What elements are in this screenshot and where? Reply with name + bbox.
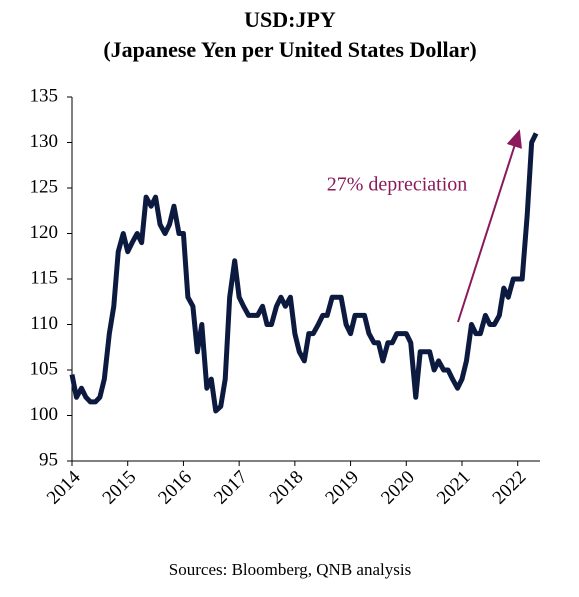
y-tick-label: 115 <box>30 267 58 288</box>
y-tick-label: 120 <box>30 222 59 243</box>
x-tick-label: 2021 <box>433 467 475 509</box>
y-tick-label: 95 <box>39 449 58 470</box>
source-note: Sources: Bloomberg, QNB analysis <box>169 560 411 579</box>
y-tick-label: 100 <box>30 404 59 425</box>
chart-title: USD:JPY <box>244 7 336 32</box>
y-tick-label: 110 <box>30 313 58 334</box>
x-tick-label: 2014 <box>43 466 85 508</box>
x-tick-label: 2016 <box>154 467 196 509</box>
y-tick-label: 105 <box>30 358 59 379</box>
x-tick-label: 2019 <box>321 467 363 509</box>
y-tick-label: 125 <box>30 176 59 197</box>
annotation-arrow <box>457 129 522 323</box>
y-tick-label: 130 <box>30 131 59 152</box>
price-line <box>69 132 539 414</box>
y-tick-label: 135 <box>30 85 59 106</box>
chart-subtitle: (Japanese Yen per United States Dollar) <box>103 37 476 62</box>
annotation: 27% depreciation <box>327 174 468 196</box>
x-tick-label: 2020 <box>377 467 419 509</box>
x-tick-label: 2022 <box>489 467 531 509</box>
x-tick-label: 2015 <box>99 467 141 509</box>
x-tick-label: 2018 <box>266 467 308 509</box>
x-tick-label: 2017 <box>210 467 252 509</box>
